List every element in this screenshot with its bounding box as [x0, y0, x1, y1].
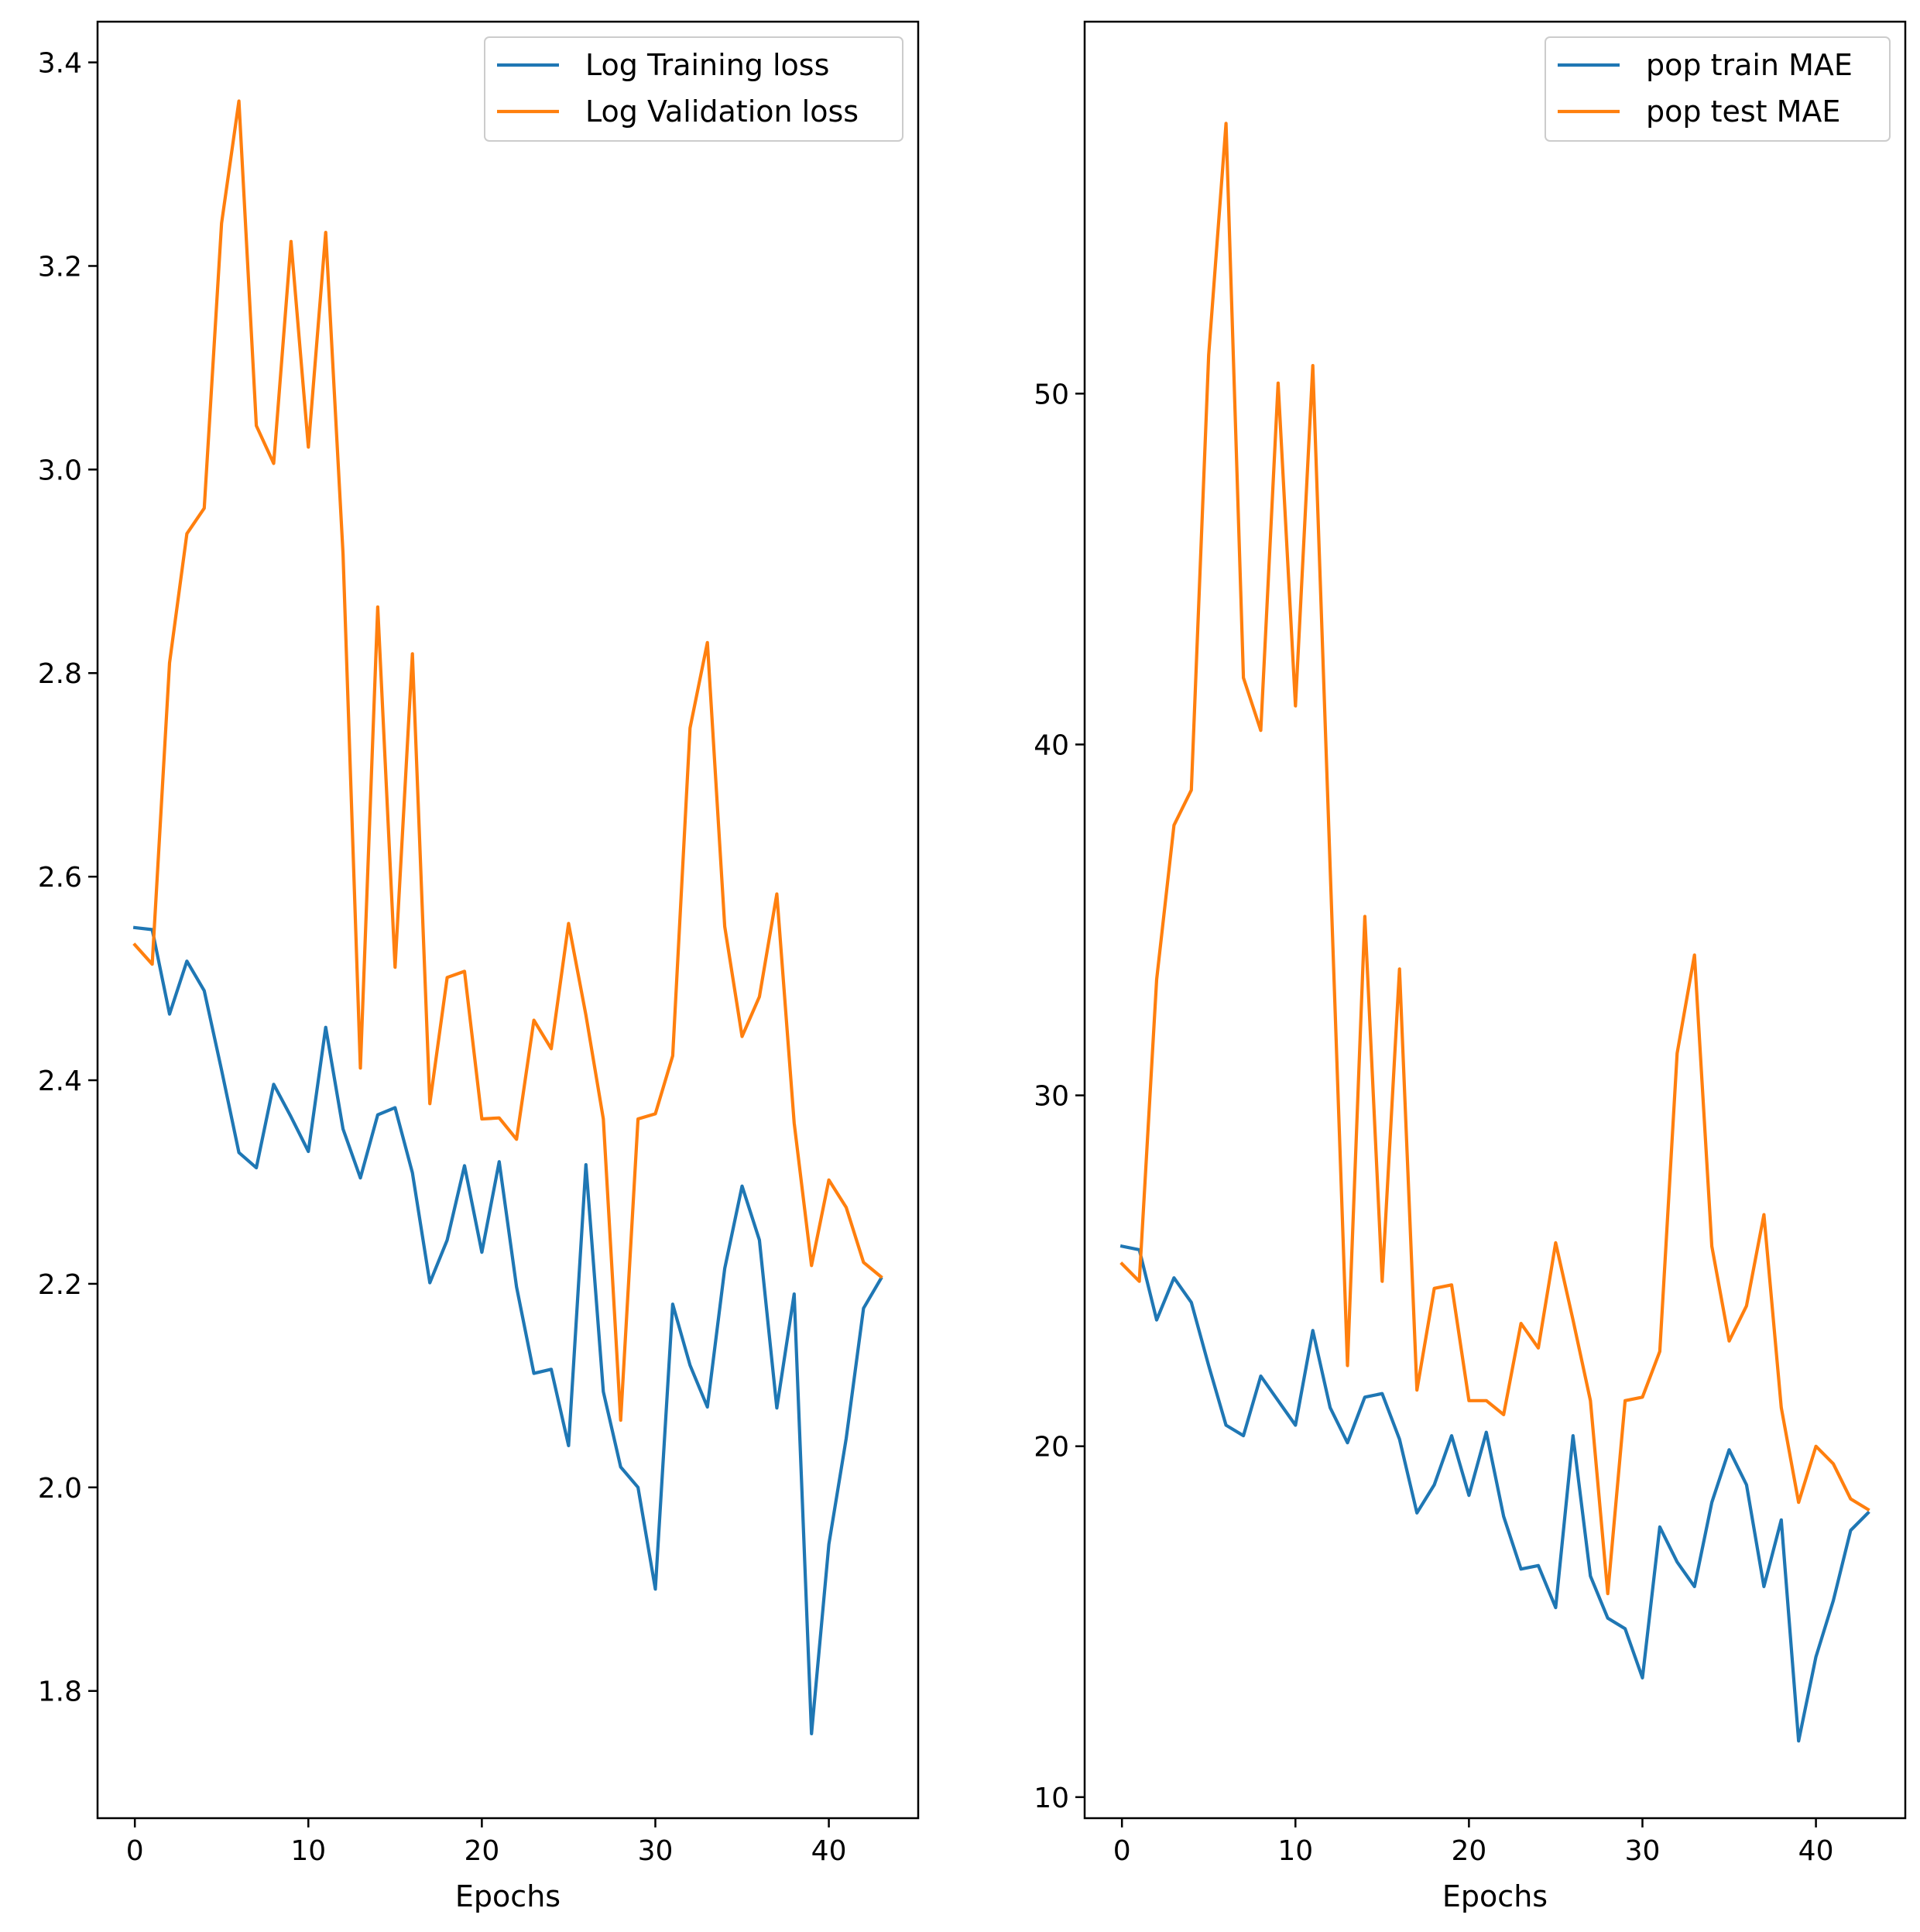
y-tick-label: 3.0: [38, 455, 82, 486]
legend-label-log-validation-loss: Log Validation loss: [585, 94, 859, 129]
legend-box: [1545, 36, 1891, 142]
x-axis-label: Epochs: [1442, 1879, 1548, 1913]
y-axis-ticks: 1.8 2.0 2.2 2.4 2.6 2.8 3.0 3.2 3.4: [38, 48, 98, 1708]
subplot-log-loss: 0 10 20 30 40 1.8 2.0 2.2 2.4 2.6 2.8 3.0 3.2 3.4 Ep…: [38, 20, 920, 1913]
x-tick-label: 40: [811, 1835, 847, 1867]
y-tick-label: 20: [1034, 1432, 1069, 1464]
x-axis-label: Epochs: [455, 1879, 561, 1913]
series-lines: [132, 99, 883, 1735]
y-tick-label: 30: [1034, 1081, 1069, 1113]
plot-frame: [1083, 20, 1907, 1820]
y-tick-label: 3.2: [38, 251, 82, 283]
x-tick-label: 30: [638, 1835, 674, 1867]
x-axis-ticks: 0 10 20 30 40: [126, 1818, 847, 1867]
y-tick-label: 2.8: [38, 658, 82, 690]
series-line-pop-test-mae: [1119, 122, 1870, 1596]
plot-frame: [96, 20, 920, 1820]
x-tick-label: 30: [1625, 1835, 1661, 1867]
x-tick-label: 0: [1113, 1835, 1131, 1867]
x-tick-label: 40: [1798, 1835, 1834, 1867]
y-axis-ticks: 10 20 30 40 50: [1034, 379, 1085, 1814]
y-tick-label: 50: [1034, 379, 1069, 410]
x-tick-label: 0: [126, 1835, 144, 1867]
y-tick-label: 2.2: [38, 1269, 82, 1301]
legend-label-pop-train-mae: pop train MAE: [1646, 48, 1853, 82]
x-tick-label: 10: [290, 1835, 326, 1867]
y-tick-label: 40: [1034, 729, 1069, 761]
series-lines: [1119, 122, 1870, 1743]
x-axis-ticks: 0 10 20 30 40: [1113, 1818, 1834, 1867]
y-tick-label: 2.4: [38, 1066, 82, 1097]
y-tick-label: 2.6: [38, 862, 82, 894]
x-tick-label: 20: [464, 1835, 499, 1867]
x-tick-label: 10: [1277, 1835, 1313, 1867]
x-tick-label: 20: [1451, 1835, 1486, 1867]
series-line-log-validation-loss: [132, 99, 883, 1422]
y-tick-label: 10: [1034, 1783, 1069, 1814]
y-tick-label: 1.8: [38, 1676, 82, 1708]
subplot-pop-mae: 0 10 20 30 40 10 20 30 40 50 Epochs pop train MA…: [1034, 20, 1907, 1913]
y-tick-label: 3.4: [38, 48, 82, 80]
legend-label-pop-test-mae: pop test MAE: [1646, 94, 1840, 129]
legend-box: [484, 36, 903, 142]
series-line-pop-train-mae: [1119, 1244, 1870, 1743]
series-line-log-training-loss: [132, 925, 883, 1735]
legend: pop train MAE pop test MAE: [1545, 36, 1891, 142]
legend-label-log-training-loss: Log Training loss: [585, 48, 829, 82]
y-tick-label: 2.0: [38, 1473, 82, 1505]
legend: Log Training loss Log Validation loss: [484, 36, 903, 142]
